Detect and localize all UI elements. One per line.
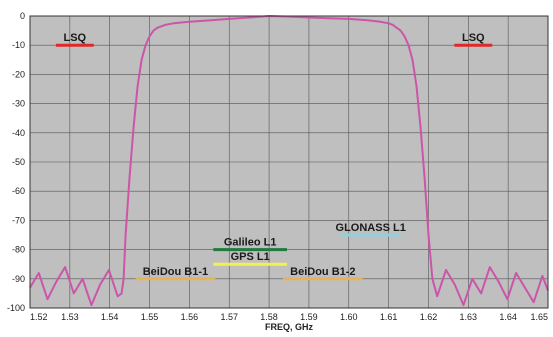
x-tick-label: 1.55: [141, 312, 159, 322]
y-tick-label: -30: [12, 99, 25, 109]
x-tick-label: 1.64: [499, 312, 517, 322]
band-annotation: BeiDou B1-1: [135, 266, 216, 281]
x-tick-label: 1.61: [380, 312, 398, 322]
x-tick-label: 1.60: [340, 312, 358, 322]
x-tick-label: 1.53: [61, 312, 79, 322]
band-label: Galileo L1: [224, 237, 277, 249]
x-axis: 1.52 1.53 1.54 1.55 1.56 1.57 1.58 1.59 1.60 1.61…: [30, 312, 548, 322]
band-annotation: LSQ: [55, 32, 94, 47]
series-line: [29, 15, 549, 307]
x-tick-label: 1.63: [460, 312, 478, 322]
x-tick-label: 1.62: [420, 312, 438, 322]
plot-frame: [29, 15, 549, 309]
band-label: BeiDou B1-2: [290, 266, 355, 278]
band-annotation: GLONASS L1: [336, 222, 406, 237]
band-annotation: Galileo L1: [213, 237, 288, 252]
x-tick-label: 1.57: [220, 312, 238, 322]
x-tick-label: 1.54: [101, 312, 119, 322]
band-label: BeiDou B1-1: [143, 266, 208, 278]
y-tick-label: -50: [12, 157, 25, 167]
y-tick-label: -10: [12, 40, 25, 50]
x-axis-title: FREQ, GHz: [265, 322, 314, 332]
y-tick-label: -70: [12, 215, 25, 225]
y-tick-label: -60: [12, 186, 25, 196]
band-annotation: LSQ: [454, 32, 493, 47]
y-tick-label: -80: [12, 245, 25, 255]
y-tick-label: -90: [12, 274, 25, 284]
filter-response-series: [29, 15, 549, 307]
band-label: GLONASS L1: [336, 222, 406, 234]
band-annotations: LSQ LSQ GLONASS L1 Galileo L1 GPS L1 BeiDou B…: [55, 32, 493, 281]
band-label: LSQ: [64, 32, 87, 44]
x-tick-label: 1.58: [260, 312, 278, 322]
x-tick-label: 1.52: [30, 312, 48, 322]
y-axis: 0 -10 -20 -30 -40 -50 -60 -70 -80 -90 -100: [7, 11, 25, 313]
x-tick-label: 1.65: [530, 312, 548, 322]
band-label: LSQ: [462, 32, 485, 44]
x-tick-label: 1.56: [181, 312, 199, 322]
y-tick-label: -20: [12, 69, 25, 79]
band-label: GPS L1: [231, 251, 270, 263]
x-tick-label: 1.59: [300, 312, 318, 322]
y-tick-label: -100: [7, 303, 25, 313]
y-tick-label: -40: [12, 128, 25, 138]
y-tick-label: 0: [20, 11, 25, 21]
band-annotation: GPS L1: [213, 251, 288, 266]
band-annotation: BeiDou B1-2: [283, 266, 363, 281]
